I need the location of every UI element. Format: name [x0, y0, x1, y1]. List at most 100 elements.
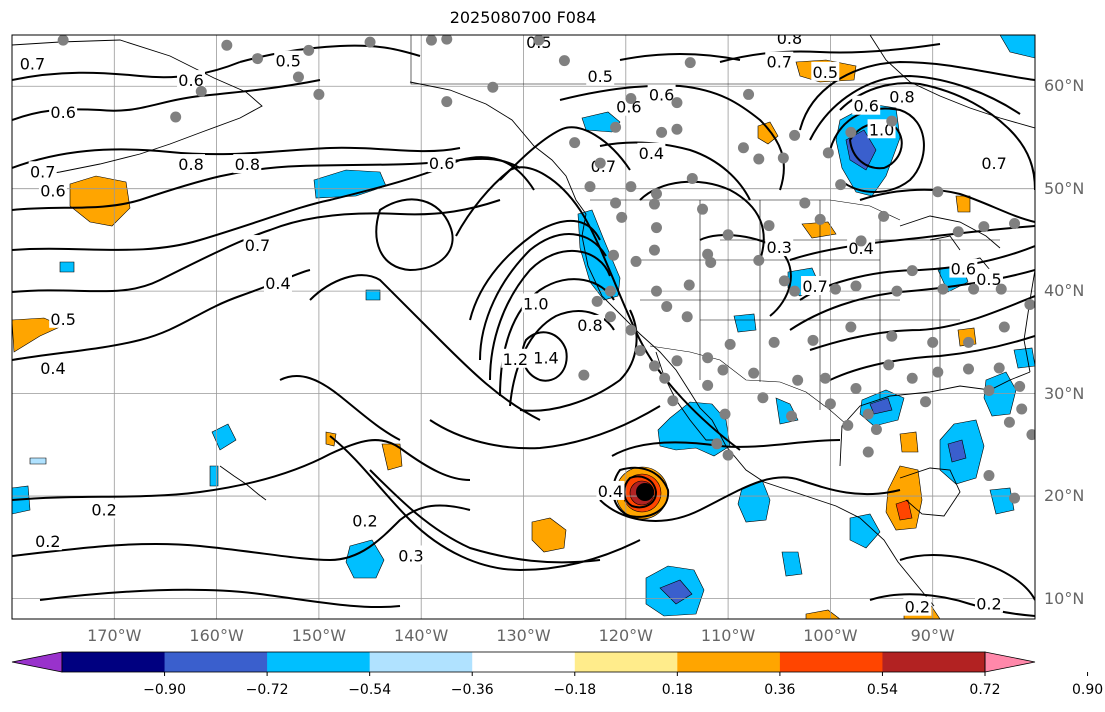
positive-shading	[805, 609, 841, 619]
station-marker	[835, 179, 847, 191]
contour-label-background	[903, 596, 932, 616]
gulf-coast	[839, 371, 1031, 467]
station-marker	[906, 265, 918, 277]
colorbar-segment	[267, 652, 371, 672]
station-marker	[886, 330, 898, 342]
station-marker	[932, 186, 944, 198]
colorbar-tick-label: 0.36	[764, 682, 796, 698]
contour-label: 0.4	[598, 482, 623, 501]
station-marker	[792, 374, 804, 386]
station-marker	[883, 359, 895, 371]
contour-label-background	[974, 593, 1003, 613]
station-marker	[855, 235, 867, 247]
negative-shading	[365, 289, 381, 301]
colorbar-tick-label: 0.54	[866, 682, 899, 698]
station-marker	[610, 197, 622, 209]
negative-shading	[869, 397, 893, 415]
negative-shading	[59, 261, 75, 273]
contour-line	[809, 295, 1035, 351]
contour-label: 0.6	[649, 85, 674, 104]
station-marker	[650, 222, 662, 234]
contour-label: 1.0	[523, 294, 548, 313]
station-marker	[604, 311, 616, 323]
longitude-label: 140°W	[394, 626, 449, 645]
contour-line	[12, 199, 501, 293]
contour-label-background	[888, 86, 917, 106]
contour-line	[369, 469, 601, 564]
colorbar-tick-label: 0.18	[661, 682, 693, 698]
station-marker	[569, 137, 581, 149]
colorbar-frame	[61, 651, 986, 673]
station-marker	[671, 355, 683, 367]
station-marker	[656, 126, 668, 138]
contour-label: 0.8	[178, 155, 203, 174]
contour-label: 0.8	[777, 29, 802, 48]
station-marker	[1016, 403, 1028, 415]
contour-line	[809, 74, 1021, 141]
station-marker	[487, 81, 499, 93]
contour-label: 0.2	[352, 512, 377, 531]
station-marker	[845, 321, 857, 333]
station-marker	[937, 283, 949, 295]
positive-shading	[899, 431, 919, 453]
contour-label-background	[177, 70, 206, 90]
station-marker	[659, 372, 671, 384]
station-marker	[610, 121, 622, 133]
contour-line	[12, 439, 471, 501]
baja-california	[655, 351, 720, 441]
station-markers	[57, 35, 1035, 504]
negative-shading	[209, 465, 219, 487]
colorbar-segment	[472, 652, 576, 672]
contour-labels: 0.70.60.50.60.70.60.8 0.8 0.60.70.40.50.40…	[18, 29, 1009, 617]
station-marker	[824, 398, 836, 410]
contour-label: 0.3	[767, 238, 792, 257]
station-marker	[671, 97, 683, 109]
contour-label-background	[427, 153, 456, 173]
contour-label-background	[38, 180, 67, 200]
contour-line	[619, 53, 741, 61]
contour-label: 0.7	[981, 154, 1006, 173]
station-marker	[778, 275, 790, 287]
station-marker	[850, 280, 862, 292]
station-marker	[252, 53, 264, 65]
station-marker	[830, 283, 842, 295]
station-marker	[789, 129, 801, 141]
contour-line	[489, 249, 611, 381]
station-marker	[891, 285, 903, 297]
contour-line	[375, 198, 454, 272]
alaska-coast	[12, 39, 263, 177]
negative-shading	[983, 371, 1017, 417]
negative-shading	[345, 539, 385, 579]
station-marker	[625, 181, 637, 193]
positive-shading	[531, 517, 567, 553]
contour-label-background	[801, 276, 830, 296]
coastlines	[12, 35, 1035, 607]
longitude-label: 100°W	[803, 626, 858, 645]
contour-label: 0.7	[802, 277, 827, 296]
contour-label-background	[532, 347, 561, 367]
station-marker	[952, 226, 964, 238]
latitude-label: 50°N	[1044, 178, 1085, 198]
contour-label-background	[38, 357, 67, 377]
contour-label: 0.2	[35, 532, 60, 551]
station-marker	[661, 301, 673, 313]
station-marker	[195, 85, 207, 97]
station-marker	[722, 449, 734, 461]
station-marker	[878, 210, 890, 222]
contour-line	[279, 375, 401, 441]
station-marker	[533, 35, 545, 46]
station-marker	[650, 188, 662, 200]
station-marker	[777, 152, 789, 164]
negative-shading	[29, 457, 47, 465]
station-marker	[753, 254, 765, 266]
station-marker	[221, 39, 233, 51]
colorbar-tick-label: −0.90	[143, 682, 186, 698]
station-marker	[763, 220, 775, 232]
station-marker	[648, 198, 660, 210]
colorbar-tick-label: −0.54	[348, 682, 392, 698]
station-marker	[786, 410, 798, 422]
station-marker	[558, 55, 570, 67]
station-marker	[886, 115, 898, 127]
station-marker	[594, 157, 606, 169]
